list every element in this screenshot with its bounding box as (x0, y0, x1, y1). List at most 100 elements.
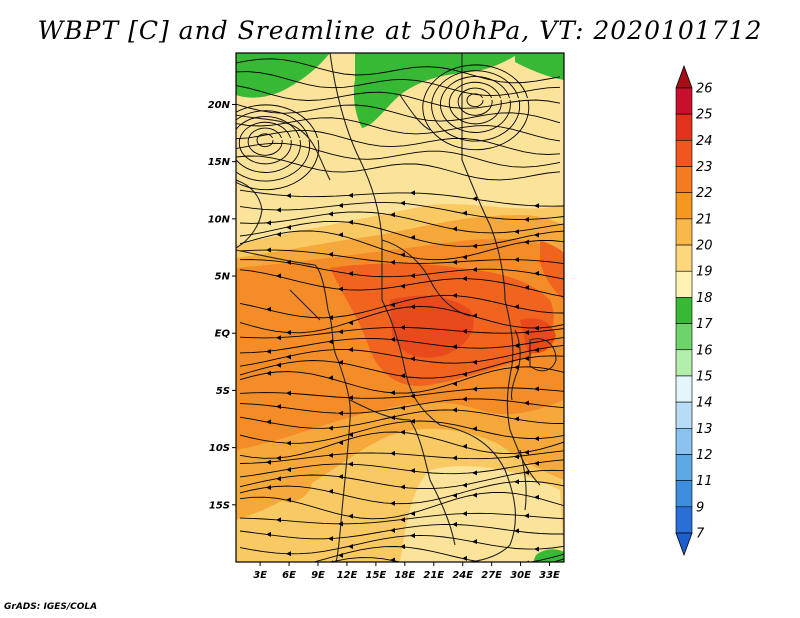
streamline (236, 85, 561, 109)
streamline-arrow (276, 273, 281, 279)
streamline-arrow (276, 231, 281, 237)
streamline-arrow (452, 492, 457, 498)
lon-tick-label: 6E (282, 570, 296, 581)
colorbar-label: 17 (696, 317, 713, 332)
colorbar-label: 18 (696, 291, 713, 306)
colorbar-label: 13 (696, 422, 713, 437)
lake-victoria (529, 338, 557, 372)
streamline-arrow (276, 455, 281, 461)
streamline-arrow (472, 426, 477, 432)
streamline (239, 480, 564, 505)
streamline-arrow (410, 393, 415, 399)
lon-tick-label: 15E (366, 570, 387, 581)
streamline-arrow (514, 454, 519, 460)
border-6 (349, 399, 456, 546)
streamline-arrow (338, 232, 343, 238)
lake-tanganyika (510, 329, 521, 401)
streamline-arrow (524, 330, 529, 336)
streamline-arrow (514, 343, 519, 349)
streamline (239, 409, 564, 429)
colorbar-label: 21 (696, 212, 713, 227)
lat-tick-label: EQ (215, 329, 231, 340)
streamline-arrow (524, 285, 529, 291)
streamline-arrow (286, 224, 291, 230)
streamline-arrow (410, 418, 415, 424)
streamline-arrow (286, 193, 291, 199)
lon-tick-label: 24E (452, 570, 473, 581)
streamline-arrow (452, 292, 457, 298)
colorbar-segment (675, 87, 693, 115)
streamline-arrow (514, 416, 519, 422)
streamline (239, 189, 564, 207)
lake-malawi (519, 449, 527, 511)
streamline-arrow (276, 476, 281, 482)
streamline-gyre (431, 70, 521, 142)
streamline-arrow (410, 511, 415, 517)
streamline-arrow (400, 484, 405, 490)
streamline (239, 420, 564, 444)
streamline-arrow (276, 403, 281, 409)
streamline-arrow (338, 552, 343, 558)
wbpt-field-17-n (353, 53, 520, 128)
colorbar-label: 15 (696, 369, 713, 384)
lon-tick-label: 30E (510, 570, 531, 581)
streamline-arrow (348, 219, 353, 225)
streamline (236, 103, 561, 124)
border-3 (461, 53, 506, 301)
streamline-arrow (410, 235, 415, 241)
streamline-arrow (328, 315, 333, 321)
streamline-arrow (266, 370, 271, 376)
streamline-arrow (534, 270, 539, 276)
colorbar-segment (675, 427, 693, 455)
streamline-arrow (410, 468, 415, 474)
lon-tick-label: 9E (311, 570, 325, 581)
streamline (239, 305, 564, 334)
streamline-arrow (462, 555, 467, 561)
streamline-arrow (276, 590, 281, 595)
streamline-arrow (286, 259, 291, 265)
lon-tick-label: 33E (539, 570, 560, 581)
colorbar: 26 25 24 23 22 21 20 19 18 17 16 15 14 13 12 11 9 7 (675, 64, 713, 557)
streamline-arrow (328, 536, 333, 542)
streamline (239, 201, 564, 220)
streamline-arrow (348, 320, 353, 326)
streamline-arrow (534, 203, 539, 209)
lat-tick-label: 5S (216, 386, 230, 397)
streamline-arrow (472, 470, 477, 476)
lat-tick-label: 10N (208, 214, 231, 225)
map-title: WBPT [C] and Sreamline at 500hPa, VT: 20… (37, 16, 763, 45)
streamline (239, 211, 564, 234)
streamline-arrow (400, 200, 405, 206)
streamline (236, 155, 561, 181)
lon-tick-label: 3E (253, 570, 267, 581)
streamline-arrow (266, 459, 271, 465)
colorbar-bottom-arrow (675, 532, 693, 557)
colorbar-label: 22 (696, 186, 713, 201)
west-africa-coast (236, 179, 263, 249)
streamline-arrow (390, 500, 395, 506)
streamline-gyre (457, 87, 493, 116)
streamlines (236, 58, 564, 599)
streamline-arrow (286, 354, 291, 360)
west-coastline (236, 249, 351, 562)
streamline-arrow (390, 259, 395, 265)
streamline-arrow (328, 452, 333, 458)
streamline-arrow (348, 192, 353, 198)
streamline-gyre (422, 64, 530, 151)
streamline (239, 220, 564, 247)
streamline-arrow (524, 513, 529, 519)
streamline-arrow (400, 517, 405, 523)
streamline-arrow (338, 329, 343, 335)
streamline-arrow (462, 594, 467, 599)
streamline-arrow (462, 328, 467, 334)
streamline-arrow (452, 407, 457, 413)
lon-tick-label: 18E (394, 570, 415, 581)
lon-tick-label: 21E (423, 570, 444, 581)
streamline-arrow (462, 443, 467, 449)
streamline-arrow (514, 479, 519, 485)
streamline-arrow (266, 531, 271, 537)
streamline-arrow (410, 533, 415, 539)
streamline (239, 469, 564, 490)
streamline (239, 366, 564, 394)
colorbar-label: 25 (696, 108, 713, 123)
